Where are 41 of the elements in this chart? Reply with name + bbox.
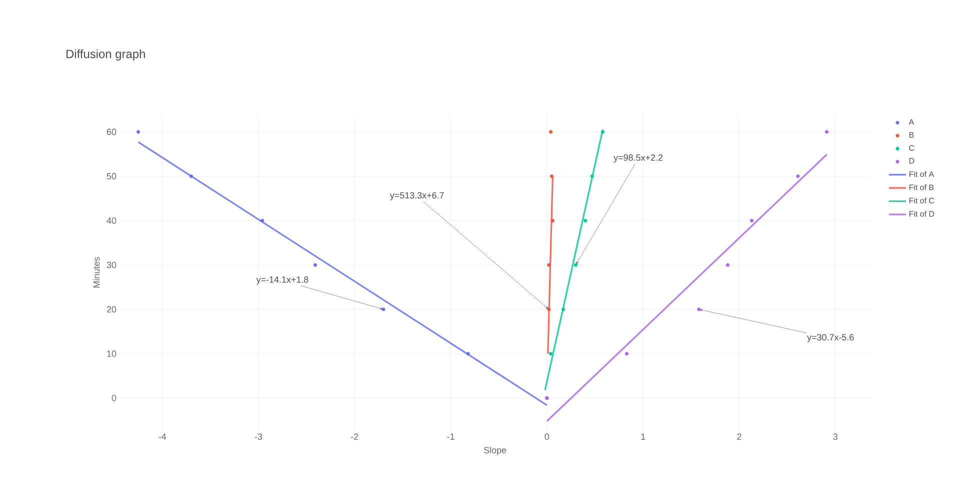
y-tick-label: 10 bbox=[107, 350, 116, 357]
point bbox=[726, 263, 730, 267]
x-tick-label: -3 bbox=[254, 434, 262, 440]
y-tick-label: 20 bbox=[106, 306, 116, 313]
point bbox=[189, 174, 193, 178]
point bbox=[796, 174, 800, 178]
x-tick-label: 0 bbox=[544, 434, 550, 440]
point bbox=[313, 263, 317, 267]
annotation: y=30.7x-5.6 bbox=[807, 334, 854, 342]
x-tick-label: -4 bbox=[158, 434, 166, 440]
x-tick-label: -2 bbox=[351, 434, 358, 440]
point bbox=[561, 308, 566, 312]
point bbox=[624, 352, 629, 356]
y-tick-label: 40 bbox=[106, 217, 116, 224]
point bbox=[547, 263, 551, 267]
y-tick-label: 60 bbox=[106, 128, 116, 136]
point bbox=[584, 218, 588, 222]
y-tick-label: 50 bbox=[106, 173, 116, 180]
annotation: y=-14.1x+1.8 bbox=[256, 276, 308, 285]
point bbox=[824, 130, 829, 134]
point bbox=[600, 130, 604, 134]
point bbox=[548, 130, 553, 134]
x-axis-title: Slope bbox=[484, 446, 506, 456]
point bbox=[550, 174, 554, 178]
point bbox=[466, 352, 470, 356]
x-tick-label: 2 bbox=[737, 434, 742, 440]
chart-title: Diffusion graph bbox=[66, 49, 145, 61]
annotation: y=513.3x+6.7 bbox=[390, 192, 444, 200]
y-tick-label: 0 bbox=[112, 394, 116, 402]
point bbox=[590, 174, 594, 178]
point bbox=[550, 218, 554, 222]
y-tick-label: 30 bbox=[106, 262, 116, 268]
point bbox=[136, 130, 140, 134]
point bbox=[548, 352, 553, 356]
x-tick-label: 3 bbox=[833, 434, 838, 440]
x-tick-label: -1 bbox=[447, 434, 454, 440]
point bbox=[750, 218, 754, 222]
x-tick-label: 1 bbox=[641, 434, 646, 440]
annotation: y=98.5x+2.2 bbox=[614, 154, 662, 163]
y-axis-title: Minutes bbox=[93, 257, 100, 288]
point bbox=[260, 218, 264, 222]
